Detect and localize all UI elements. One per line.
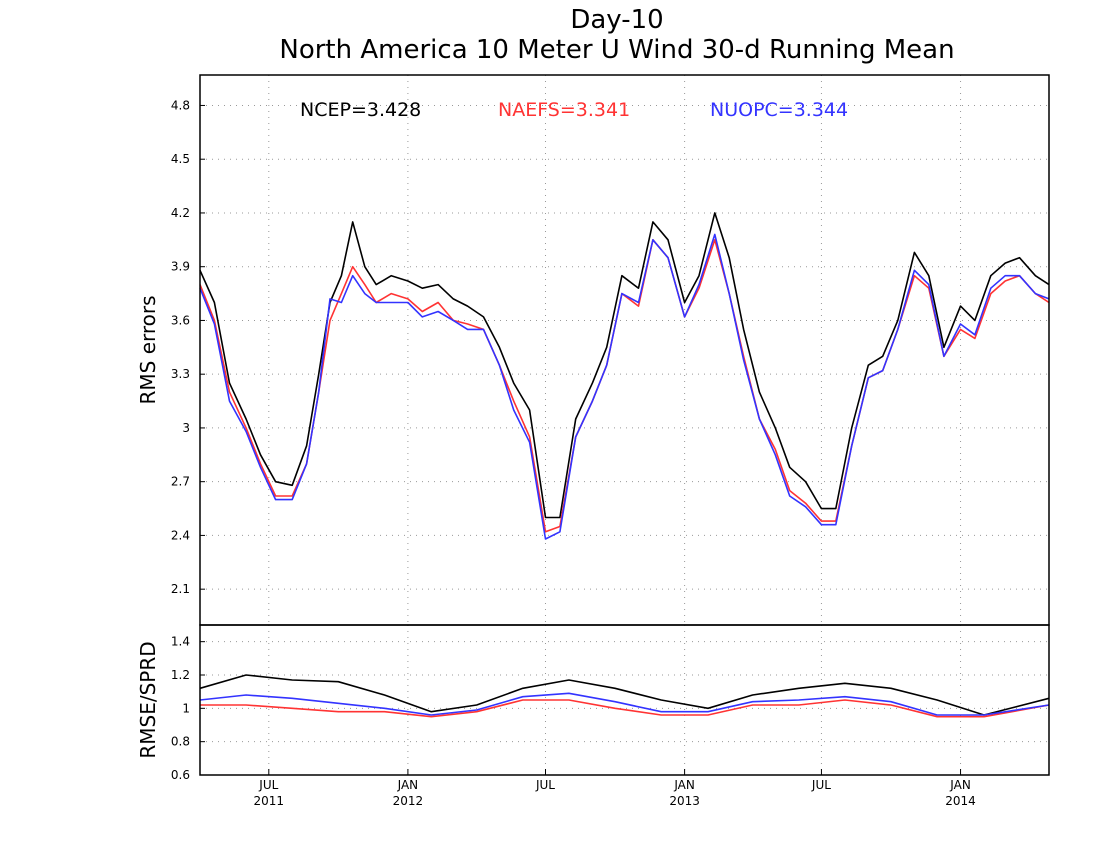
x-tick-month-label: JUL xyxy=(258,778,278,792)
x-tick-month-label: JAN xyxy=(949,778,971,792)
x-axis: JUL 2011 JAN 2012 JUL JAN 2013 JUL JAN 2014 xyxy=(254,769,976,808)
top-y-tick-label: 4.2 xyxy=(171,206,190,220)
bottom-gridlines xyxy=(200,625,1049,776)
bottom-y-tick-label: 1.2 xyxy=(171,668,190,682)
legend-naefs: NAEFS=3.341 xyxy=(498,99,630,121)
x-tick-month-label: JAN xyxy=(673,778,695,792)
top-series-ncep xyxy=(199,212,1050,519)
top-y-axis-label: RMS errors xyxy=(136,295,160,404)
top-series-nuopc xyxy=(199,233,1050,540)
top-y-tick-label: 2.1 xyxy=(171,582,190,596)
bottom-y-tick-label: 0.6 xyxy=(171,768,190,782)
bottom-series-nuopc xyxy=(199,692,1050,716)
x-tick-year-label: 2014 xyxy=(945,794,976,808)
top-y-tick-label: 2.7 xyxy=(171,475,190,489)
bottom-panel-series xyxy=(199,674,1050,718)
bottom-y-tick-label: 0.8 xyxy=(171,735,190,749)
legend-nuopc: NUOPC=3.344 xyxy=(710,99,848,121)
chart-title: Day-10 xyxy=(570,5,663,35)
bottom-series-naefs xyxy=(200,699,1050,718)
top-y-tick-label: 3 xyxy=(182,421,190,435)
bottom-panel-frame xyxy=(199,624,1050,776)
top-y-tick-label: 3.6 xyxy=(171,313,190,327)
top-y-tick-label: 4.5 xyxy=(171,152,190,166)
top-panel-series xyxy=(199,212,1050,540)
bottom-y-tick-label: 1 xyxy=(182,701,190,715)
bottom-y-axis: 0.6 0.8 1 1.2 1.4 xyxy=(171,635,205,782)
top-gridlines xyxy=(200,75,1049,625)
top-y-tick-label: 2.4 xyxy=(171,528,190,542)
top-series-naefs xyxy=(199,239,1050,533)
x-tick-month-label: JUL xyxy=(811,778,831,792)
legend-ncep: NCEP=3.428 xyxy=(300,99,421,121)
top-y-tick-label: 3.3 xyxy=(171,367,190,381)
x-tick-year-label: 2013 xyxy=(669,794,700,808)
bottom-y-tick-label: 1.4 xyxy=(171,635,190,649)
top-panel-frame xyxy=(199,74,1050,626)
chart-subtitle: North America 10 Meter U Wind 30-d Runni… xyxy=(279,35,954,65)
bottom-y-axis-label: RMSE/SPRD xyxy=(136,641,160,758)
x-tick-month-label: JUL xyxy=(535,778,555,792)
top-y-tick-label: 4.8 xyxy=(171,98,190,112)
top-y-axis: 2.1 2.4 2.7 3 3.3 3.6 3.9 4.2 4.5 4.8 xyxy=(171,98,205,596)
x-tick-year-label: 2011 xyxy=(254,794,285,808)
bottom-series-ncep xyxy=(199,674,1050,716)
x-tick-month-label: JAN xyxy=(397,778,419,792)
x-tick-year-label: 2012 xyxy=(393,794,424,808)
top-y-tick-label: 3.9 xyxy=(171,260,190,274)
